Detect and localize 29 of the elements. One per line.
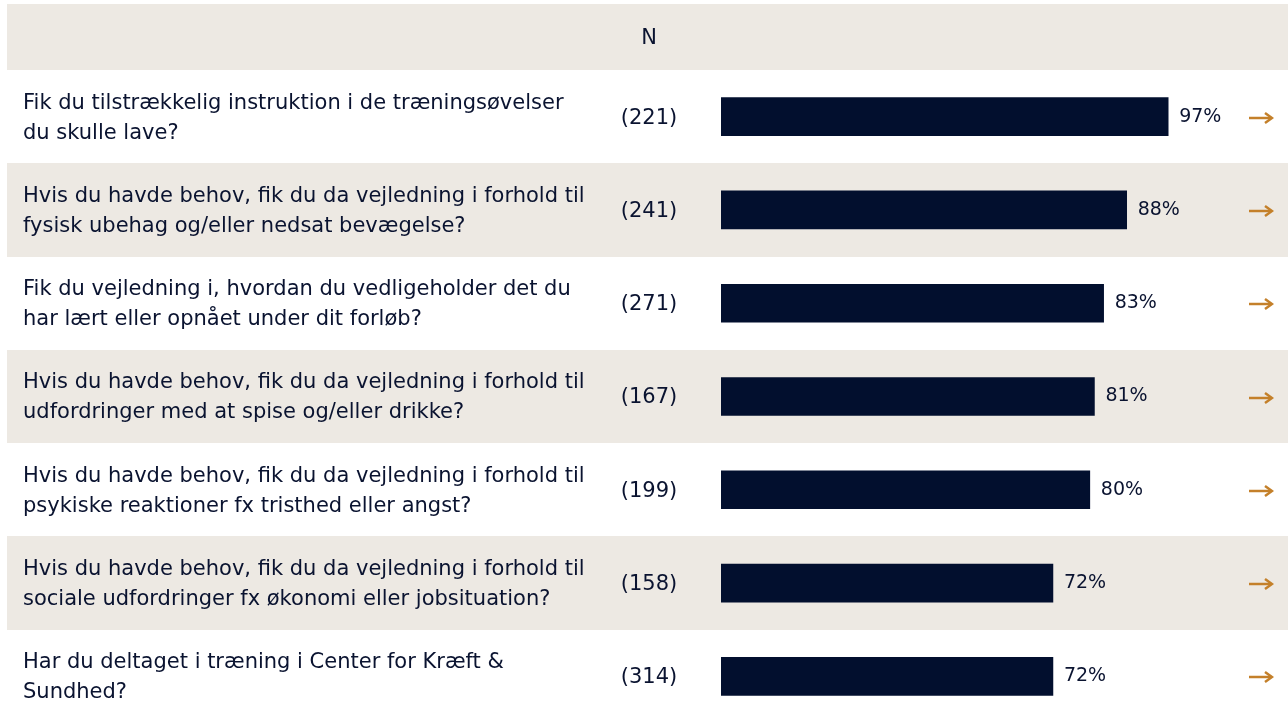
data-label: 83% xyxy=(1114,290,1157,313)
y-tick-label: Hvis du havde behov, fik du da vejledning i forhold til psykiske reaktioner fx tristhed eller angst? xyxy=(23,461,586,519)
y-tick-label: Hvis du havde behov, fik du da vejledning i forhold til fysisk ubehag og/eller nedsat bevægelse? xyxy=(23,181,586,239)
bar xyxy=(721,190,1128,230)
bar xyxy=(721,97,1169,136)
bar xyxy=(721,283,1104,323)
bar xyxy=(721,657,1054,696)
text: (271) xyxy=(619,290,679,318)
y-tick-label: Fik du vejledning i, hvordan du vedligeholder det du har lært eller opnået under dit forløb? xyxy=(23,275,572,333)
y-tick-label: Fik du tilstrækkelig instruktion i de træningsøvelser du skulle lave? xyxy=(23,88,565,146)
data-label: 80% xyxy=(1100,476,1144,499)
y-tick-label: Har du deltaget i træning i Center for Kræft & Sundhed? xyxy=(23,648,505,706)
text: (167) xyxy=(619,383,679,411)
data-label: 97% xyxy=(1179,103,1222,126)
data-label: 81% xyxy=(1105,383,1148,406)
y-tick-label: Hvis du havde behov, fik du da vejledning i forhold til udfordringer med at spise og/eller drikke? xyxy=(23,368,586,426)
text: (199) xyxy=(619,476,679,504)
bar xyxy=(721,563,1054,603)
text: (241) xyxy=(619,196,679,224)
text: N xyxy=(640,24,658,51)
data-label: 72% xyxy=(1063,663,1107,686)
text: (158) xyxy=(619,570,679,598)
text: (314) xyxy=(619,663,679,691)
bar xyxy=(721,377,1095,416)
y-tick-label: Hvis du havde behov, fik du da vejledning i forhold til sociale udfordringer fx økonomi eller jobsituation? xyxy=(23,555,586,613)
bar xyxy=(721,470,1091,510)
text: (221) xyxy=(619,103,679,131)
data-label: 88% xyxy=(1137,196,1180,219)
data-label: 72% xyxy=(1063,570,1107,593)
